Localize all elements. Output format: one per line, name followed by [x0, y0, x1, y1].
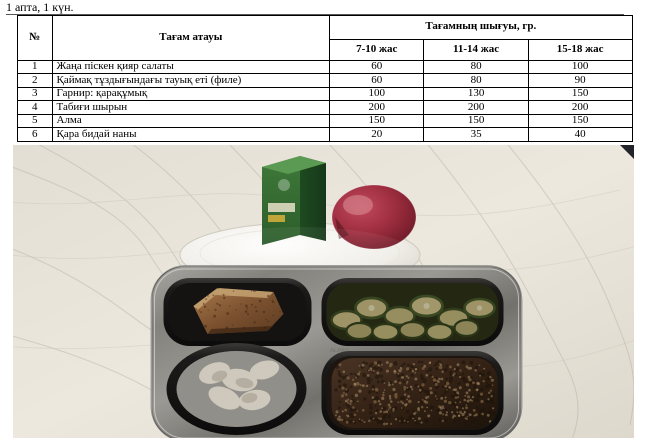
svg-text:ALPAS: ALPAS — [330, 348, 349, 354]
